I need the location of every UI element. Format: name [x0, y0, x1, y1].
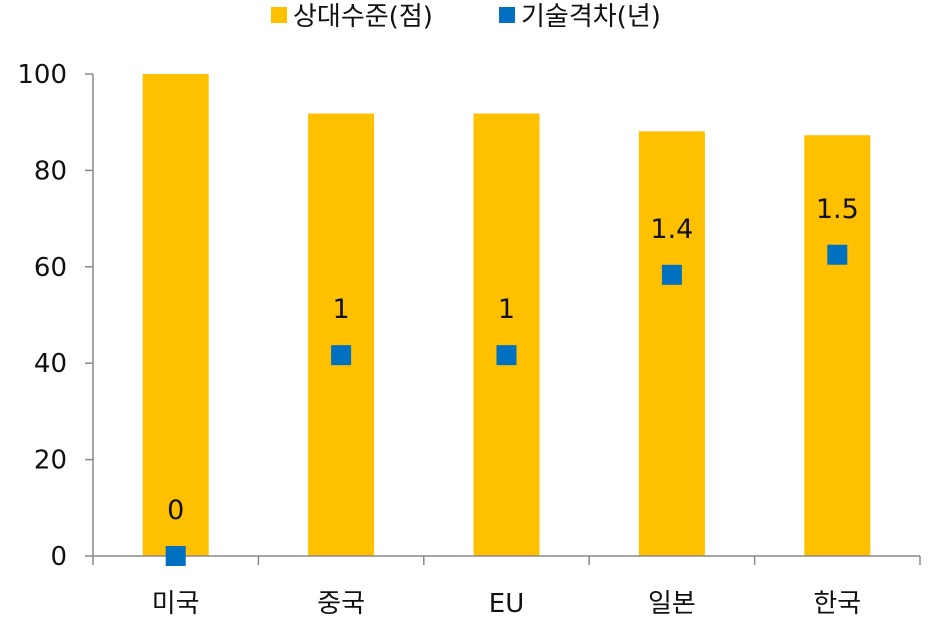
data-label-4: 1.5 [816, 194, 859, 225]
bar-1 [308, 113, 375, 557]
bar-4 [804, 135, 871, 557]
data-label-2: 1 [498, 294, 515, 325]
bar-3 [638, 131, 705, 556]
legend-swatch-relative-level [271, 7, 287, 23]
legend-label-tech-gap: 기술격차(년) [521, 2, 661, 32]
legend-swatch-tech-gap [499, 7, 515, 23]
marker-3 [661, 264, 682, 285]
y-tick-label-1: 20 [34, 446, 67, 476]
legend: 상대수준(점) 기술격차(년) [271, 2, 661, 32]
y-tick-label-3: 60 [34, 253, 67, 283]
marker-0 [165, 546, 186, 566]
marker-1 [331, 345, 352, 366]
data-label-1: 1 [333, 294, 350, 325]
y-tick-label-4: 80 [34, 156, 67, 186]
bar-0 [142, 74, 209, 556]
data-label-3: 1.4 [650, 214, 693, 245]
y-tick-label-2: 40 [34, 349, 67, 379]
x-category-label-4: 한국 [813, 589, 861, 619]
x-category-label-0: 미국 [152, 589, 200, 619]
y-tick-label-0: 0 [50, 542, 67, 572]
plot-area: 0 20 40 60 80 100 미국 중국 EU 일본 한국 0 1 1 1.4 1.5 [17, 60, 921, 619]
legend-label-relative-level: 상대수준(점) [293, 2, 433, 32]
y-tick-label-5: 100 [17, 60, 67, 90]
marker-2 [496, 345, 517, 366]
x-category-label-1: 중국 [317, 589, 365, 619]
bar-2 [473, 113, 540, 557]
data-label-0: 0 [167, 495, 184, 526]
x-category-label-2: EU [489, 589, 524, 619]
x-category-label-3: 일본 [648, 589, 696, 619]
marker-4 [827, 244, 848, 265]
